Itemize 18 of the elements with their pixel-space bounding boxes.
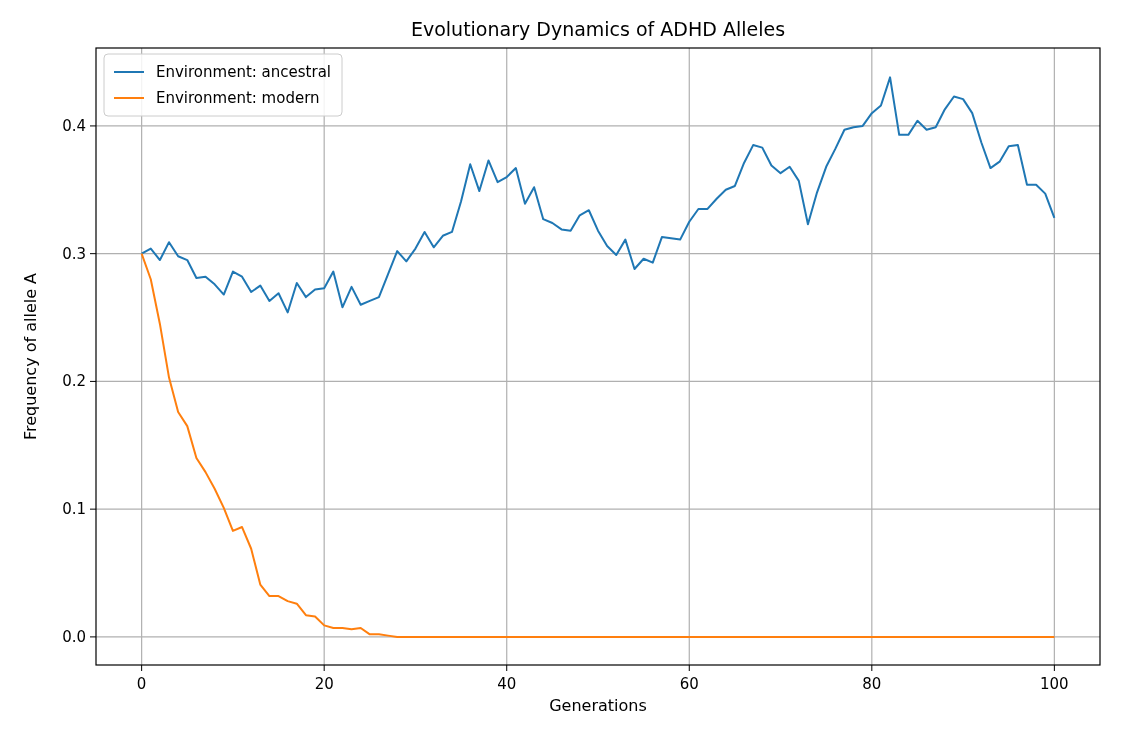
line-series bbox=[140, 252, 1056, 638]
x-axis-title: Generations bbox=[549, 696, 647, 715]
x-tick-label: 0 bbox=[136, 675, 147, 693]
x-tick-label: 40 bbox=[497, 675, 517, 693]
legend-label: Environment: ancestral bbox=[156, 63, 331, 81]
chart-title: Evolutionary Dynamics of ADHD Alleles bbox=[410, 18, 786, 40]
x-tick-label: 80 bbox=[862, 675, 882, 693]
y-tick-label: 0.4 bbox=[62, 116, 86, 135]
x-tick-label: 20 bbox=[314, 675, 334, 693]
x-tick-label: 60 bbox=[679, 675, 699, 693]
y-tick-label: 0.0 bbox=[62, 627, 86, 646]
x-tick-label: 100 bbox=[1040, 675, 1069, 693]
y-axis-title: Frequency of allele A bbox=[21, 272, 40, 441]
y-tick-label: 0.2 bbox=[62, 372, 86, 391]
y-tick-label: 0.1 bbox=[62, 500, 86, 519]
legend-label: Environment: modern bbox=[156, 89, 320, 107]
line-series bbox=[140, 76, 1056, 314]
y-tick-label: 0.3 bbox=[62, 244, 86, 263]
